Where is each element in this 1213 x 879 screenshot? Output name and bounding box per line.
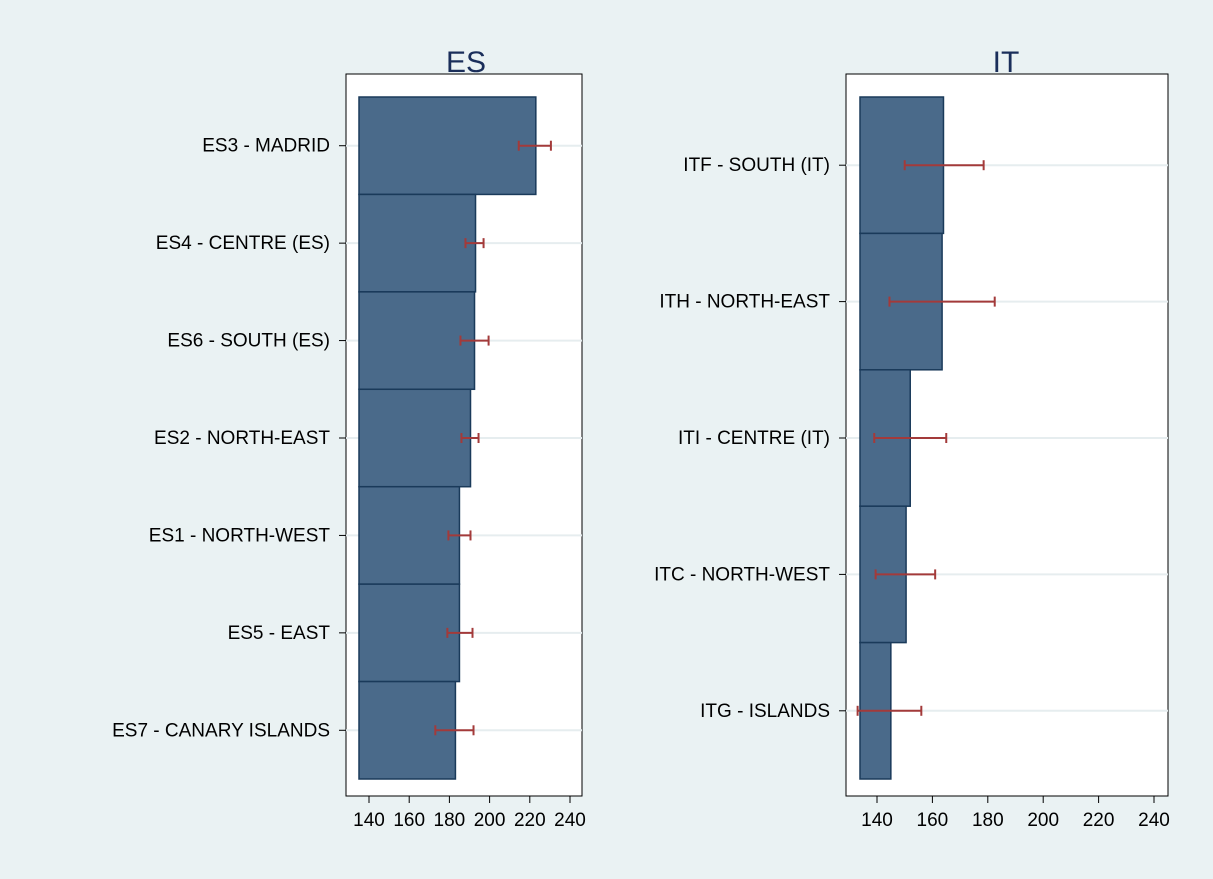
- panel-es-x-axis: 140 160 180 200 220 240: [353, 796, 586, 831]
- category-label: ES5 - EAST: [228, 623, 331, 644]
- x-tick-label: 140: [353, 810, 385, 831]
- category-label: ITC - NORTH-WEST: [654, 564, 830, 585]
- category-label: ES1 - NORTH-WEST: [149, 525, 331, 546]
- x-tick-label: 180: [972, 810, 1004, 831]
- panel-it-x-axis: 140 160 180 200 220 240: [861, 796, 1170, 831]
- bar: [358, 96, 537, 196]
- panel-es-bars: [358, 96, 537, 780]
- bar: [358, 193, 477, 293]
- bar: [358, 291, 476, 391]
- category-label: ES7 - CANARY ISLANDS: [112, 720, 330, 741]
- category-label: ITG - ISLANDS: [700, 701, 830, 722]
- x-tick-label: 160: [917, 810, 949, 831]
- x-tick-label: 240: [554, 810, 586, 831]
- category-label: ES2 - NORTH-EAST: [154, 428, 330, 449]
- category-label: ES6 - SOUTH (ES): [167, 331, 330, 352]
- bar: [358, 485, 461, 585]
- panel-it-error-bars: [856, 160, 996, 716]
- category-label: ES4 - CENTRE (ES): [156, 233, 330, 254]
- panel-es-category-labels: ES3 - MADRID ES4 - CENTRE (ES) ES6 - SOUTH…: [112, 136, 346, 741]
- bar: [358, 583, 461, 683]
- category-label: ITH - NORTH-EAST: [659, 292, 830, 313]
- x-tick-label: 180: [434, 810, 466, 831]
- category-label: ITF - SOUTH (IT): [683, 155, 830, 176]
- bar: [358, 388, 472, 488]
- x-tick-label: 220: [514, 810, 546, 831]
- panel-es-error-bars: [434, 140, 552, 736]
- x-tick-label: 200: [474, 810, 506, 831]
- x-tick-label: 140: [861, 810, 893, 831]
- panel-it-category-labels: ITF - SOUTH (IT) ITH - NORTH-EAST ITI - CE…: [654, 155, 846, 722]
- x-tick-label: 240: [1138, 810, 1170, 831]
- x-tick-label: 200: [1027, 810, 1059, 831]
- category-label: ITI - CENTRE (IT): [678, 428, 830, 449]
- x-tick-label: 160: [393, 810, 425, 831]
- category-label: ES3 - MADRID: [202, 136, 330, 157]
- x-tick-label: 220: [1083, 810, 1115, 831]
